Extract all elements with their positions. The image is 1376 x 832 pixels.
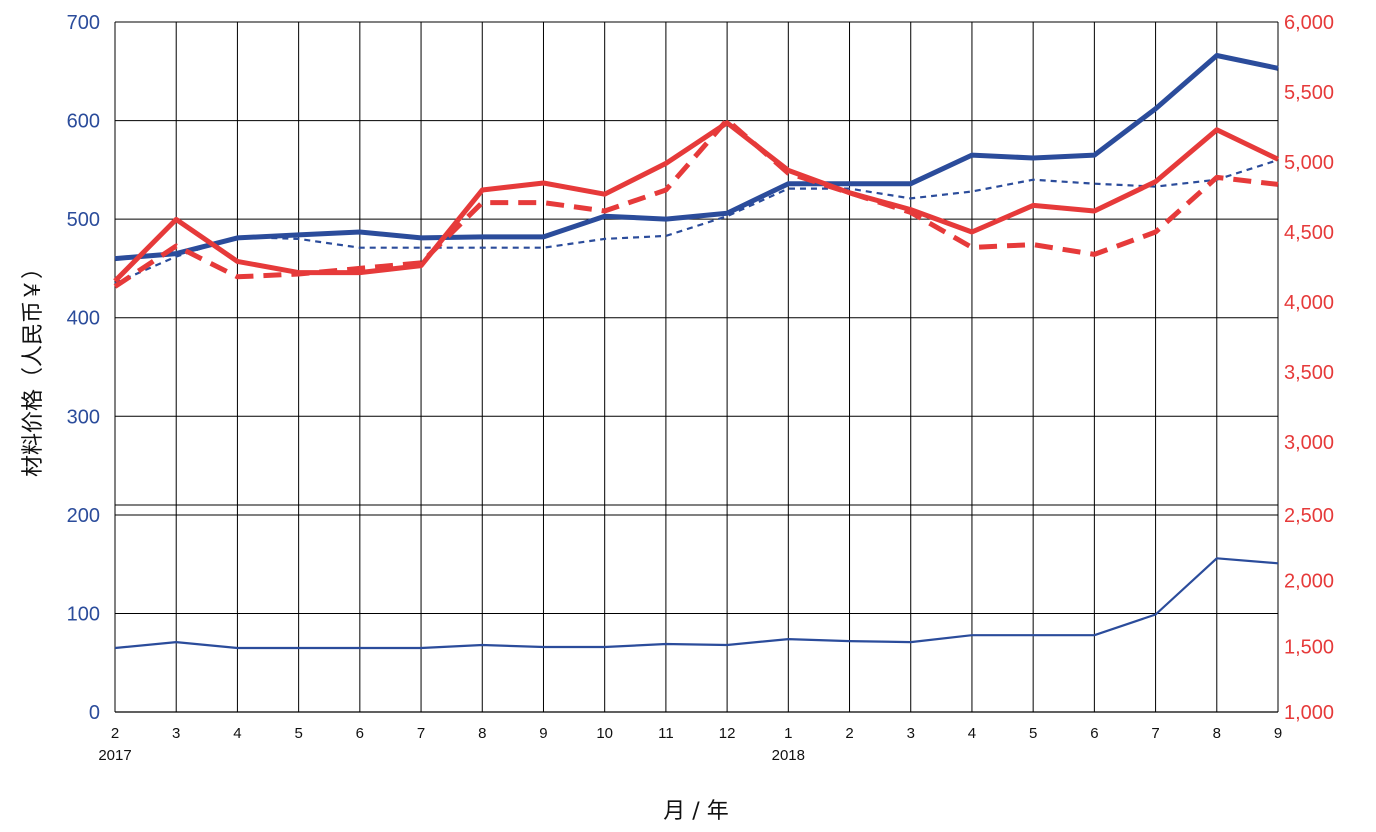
right-tick-label: 4,500 bbox=[1284, 222, 1334, 244]
right-tick-label: 6,000 bbox=[1284, 12, 1334, 34]
right-tick-label: 5,000 bbox=[1284, 152, 1334, 174]
x-tick-label: 7 bbox=[417, 725, 425, 742]
x-tick-label: 2 bbox=[111, 725, 119, 742]
series-line-left-thin-solid bbox=[114, 557, 1279, 650]
x-tick-label: 3 bbox=[172, 725, 180, 742]
right-tick-label: 3,000 bbox=[1284, 432, 1334, 454]
x-tick-label: 6 bbox=[356, 725, 364, 742]
x-tick-label: 8 bbox=[1213, 725, 1221, 742]
left-tick-label: 500 bbox=[67, 209, 100, 231]
right-tick-label: 1,500 bbox=[1284, 636, 1334, 658]
right-tick-label: 2,000 bbox=[1284, 571, 1334, 593]
x-tick-label: 11 bbox=[658, 725, 674, 742]
left-tick-label: 400 bbox=[67, 308, 100, 330]
left-tick-label: 200 bbox=[67, 505, 100, 527]
x-tick-label: 7 bbox=[1151, 725, 1159, 742]
right-tick-label: 4,000 bbox=[1284, 292, 1334, 314]
x-tick-label: 3 bbox=[907, 725, 915, 742]
left-tick-label: 100 bbox=[67, 604, 100, 626]
grid-lines bbox=[114, 21, 1279, 713]
y-axis-title: 材料价格（人民币￥） bbox=[21, 257, 46, 477]
left-tick-label: 700 bbox=[67, 12, 100, 34]
right-tick-label: 5,500 bbox=[1284, 82, 1334, 104]
right-axis-ticks: 1,000 1,500 2,000 2,500 3,000 3,500 4,000 4,500… bbox=[1284, 12, 1334, 724]
x-tick-label: 2 bbox=[845, 725, 853, 742]
x-tick-label: 4 bbox=[968, 725, 976, 742]
x-tick-label: 9 bbox=[539, 725, 547, 742]
right-tick-label: 1,000 bbox=[1284, 702, 1334, 724]
x-tick-label: 5 bbox=[1029, 725, 1037, 742]
x-tick-label: 1 bbox=[784, 725, 792, 742]
x-tick-label: 5 bbox=[294, 725, 302, 742]
x-tick-label: 10 bbox=[596, 725, 613, 742]
x-tick-label: 4 bbox=[233, 725, 241, 742]
right-tick-label: 2,500 bbox=[1284, 505, 1334, 527]
x-tick-label: 6 bbox=[1090, 725, 1098, 742]
series-lines bbox=[113, 53, 1280, 650]
series-line-left-thin-dashed bbox=[114, 158, 1279, 285]
x-tick-label: 12 bbox=[719, 725, 736, 742]
left-tick-label: 600 bbox=[67, 111, 100, 133]
x-axis-title: 月 / 年 bbox=[663, 799, 728, 824]
series-line-left-thick-solid bbox=[114, 53, 1279, 262]
series-line-right-thick-dashed bbox=[113, 117, 1279, 289]
x-tick-label: 8 bbox=[478, 725, 486, 742]
x-year-label: 2017 bbox=[98, 747, 131, 764]
right-tick-label: 3,500 bbox=[1284, 362, 1334, 384]
x-year-label: 2018 bbox=[772, 747, 805, 764]
x-tick-label: 9 bbox=[1274, 725, 1282, 742]
left-tick-label: 0 bbox=[89, 702, 100, 724]
left-tick-label: 300 bbox=[67, 406, 100, 428]
left-axis-ticks: 0 100 200 300 400 500 600 700 bbox=[67, 12, 100, 724]
